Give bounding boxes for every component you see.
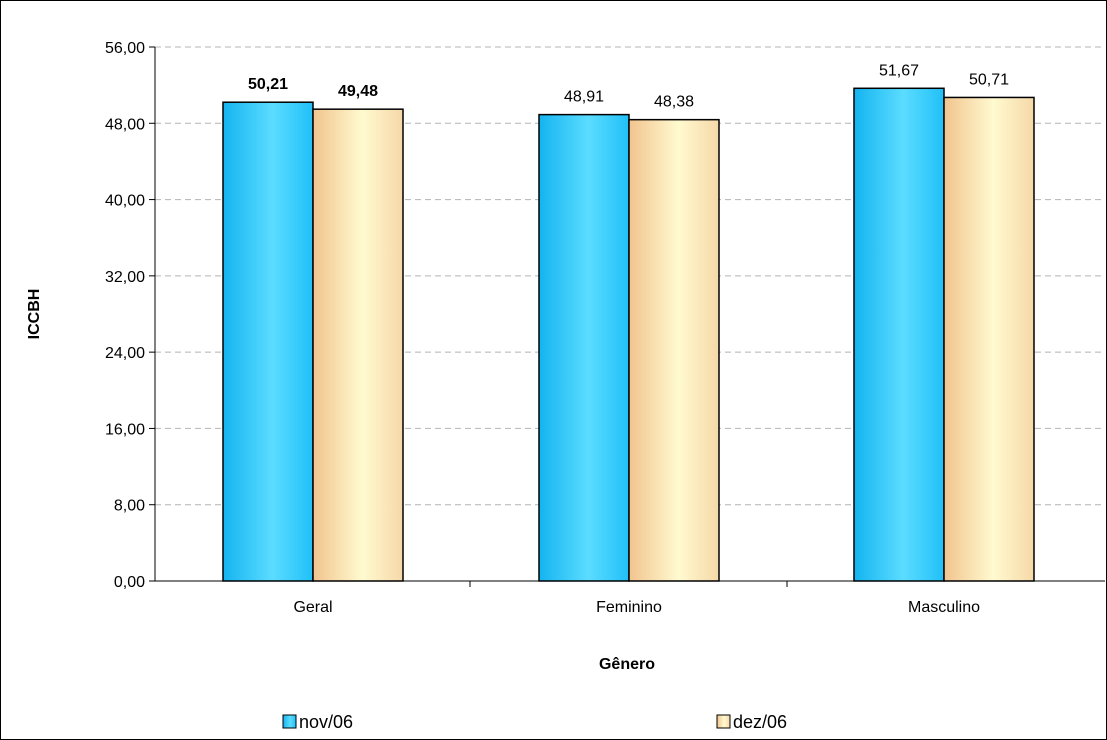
y-axis-title: ICCBH [26, 289, 43, 340]
data-label: 50,71 [969, 71, 1009, 88]
legend-swatch [716, 714, 731, 729]
y-tick-label: 0,00 [114, 574, 145, 591]
bar [538, 113, 630, 582]
legend-label: dez/06 [733, 712, 787, 732]
bar [312, 108, 404, 582]
x-tick-label: Geral [293, 599, 332, 616]
y-tick-label: 8,00 [114, 498, 145, 515]
data-label: 48,91 [564, 89, 604, 106]
bar [853, 87, 945, 582]
x-tick-label: Masculino [908, 599, 980, 616]
data-label: 49,48 [338, 83, 378, 100]
data-label: 48,38 [654, 94, 694, 111]
legend-swatch [282, 714, 297, 729]
y-tick-label: 48,00 [105, 116, 145, 133]
data-label: 51,67 [879, 62, 919, 79]
bar [222, 101, 314, 582]
x-tick-label: Feminino [596, 599, 662, 616]
x-axis-title: Gênero [599, 656, 655, 673]
bar [628, 118, 720, 582]
y-tick-label: 56,00 [105, 40, 145, 57]
data-label: 50,21 [248, 76, 288, 93]
y-tick-label: 40,00 [105, 193, 145, 210]
bar [943, 96, 1035, 582]
y-tick-label: 32,00 [105, 269, 145, 286]
legend-label: nov/06 [299, 712, 353, 732]
y-tick-label: 24,00 [105, 345, 145, 362]
y-tick-label: 16,00 [105, 421, 145, 438]
